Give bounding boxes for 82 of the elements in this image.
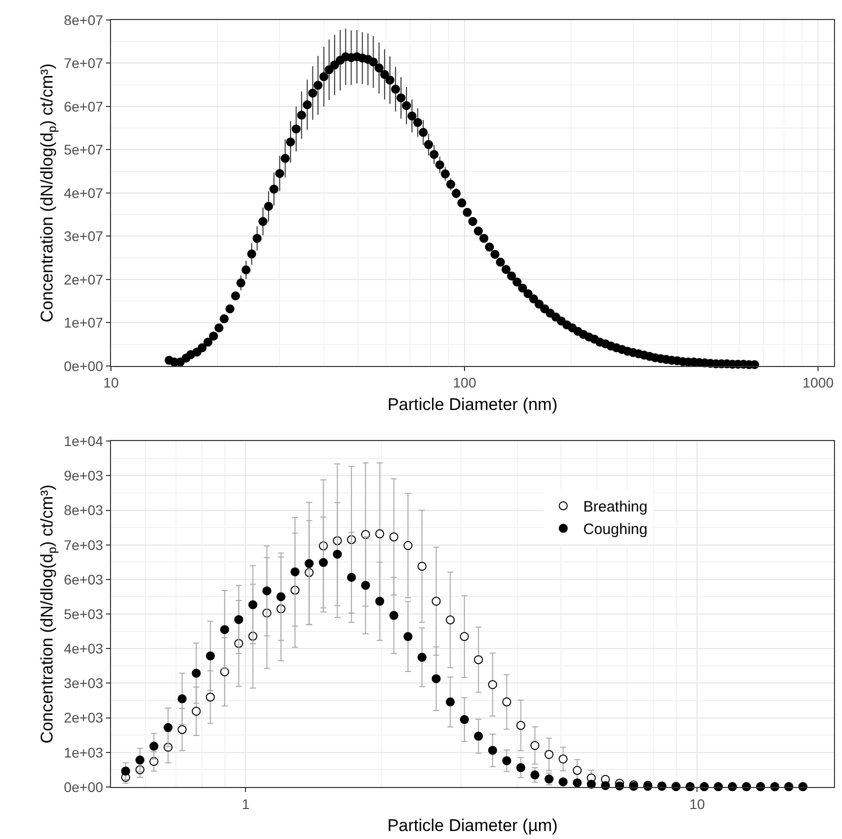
point: [516, 763, 526, 772]
point: [304, 559, 314, 568]
y-tick-label: 0e+00: [64, 778, 104, 795]
point: [432, 596, 441, 606]
y-tick-label: 4e+03: [64, 640, 104, 657]
point: [206, 651, 215, 660]
y-tick-label: 2e+07: [64, 271, 104, 288]
y-tick-label: 7e+07: [64, 55, 104, 72]
point: [572, 766, 582, 775]
point: [460, 632, 469, 642]
y-tick-label: 8e+03: [64, 502, 104, 518]
y-tick-label: 8e+07: [64, 12, 104, 28]
point: [206, 692, 215, 702]
point: [418, 652, 427, 662]
point: [530, 740, 540, 750]
y-tick-label: 5e+03: [64, 606, 104, 622]
x-tick-label: 1: [242, 796, 250, 812]
y-tick-label: 5e+07: [64, 142, 104, 158]
point: [460, 715, 469, 724]
point: [262, 586, 272, 596]
y-tick-label: 9e+03: [64, 468, 104, 484]
point: [615, 781, 624, 790]
point: [516, 720, 526, 730]
point: [375, 596, 384, 606]
x-tick-label: 10: [689, 796, 706, 812]
legend-label: Breathing: [583, 498, 648, 516]
point: [389, 532, 398, 542]
point: [220, 625, 230, 634]
legend-label: Coughing: [583, 521, 648, 538]
point: [432, 674, 441, 684]
y-tick-label: 2e+03: [64, 710, 104, 726]
y-tick-label: 6e+07: [64, 98, 104, 114]
x-axis-title: Particle Diameter (nm): [387, 395, 558, 414]
point: [135, 756, 144, 765]
point: [389, 610, 398, 620]
point: [488, 680, 498, 690]
point: [192, 706, 201, 716]
point: [586, 780, 596, 789]
point: [403, 632, 412, 642]
x-axis-title: Particle Diameter (µm): [387, 816, 558, 836]
point: [558, 777, 568, 786]
point: [502, 756, 512, 766]
point: [248, 600, 258, 610]
point: [234, 615, 244, 624]
point: [446, 615, 455, 624]
y-tick-label: 7e+03: [64, 536, 104, 553]
point: [276, 592, 286, 602]
point: [178, 694, 187, 704]
point: [318, 558, 328, 567]
point: [446, 697, 455, 706]
point: [403, 541, 412, 550]
y-tick-label: 3e+07: [64, 228, 104, 244]
y-tick-label: 4e+07: [64, 184, 104, 201]
point: [558, 754, 568, 764]
point: [332, 550, 342, 559]
y-tick-label: 6e+03: [64, 571, 104, 588]
point: [290, 567, 300, 576]
y-tick-label: 1e+07: [64, 314, 104, 331]
point: [164, 723, 173, 732]
point: [544, 750, 554, 759]
y-tick-label: 0e+00: [64, 358, 104, 374]
point: [418, 562, 427, 571]
y-tick-label: 3e+03: [64, 675, 104, 692]
point: [375, 529, 384, 538]
y-tick-label: 1e+03: [64, 744, 104, 760]
point: [572, 778, 582, 788]
point: [488, 746, 498, 755]
point: [474, 655, 483, 664]
point: [346, 572, 356, 582]
point: [178, 725, 187, 734]
point: [149, 742, 158, 751]
point: [502, 697, 512, 706]
point: [192, 668, 201, 678]
y-tick-label: 1e+04: [64, 432, 104, 449]
point: [121, 766, 130, 776]
point: [474, 732, 483, 741]
x-tick-label: 10: [103, 374, 119, 391]
point: [530, 770, 540, 780]
x-tick-label: 100: [452, 374, 476, 391]
point: [361, 580, 370, 590]
point: [600, 781, 610, 790]
x-tick-label: 1000: [802, 374, 834, 391]
